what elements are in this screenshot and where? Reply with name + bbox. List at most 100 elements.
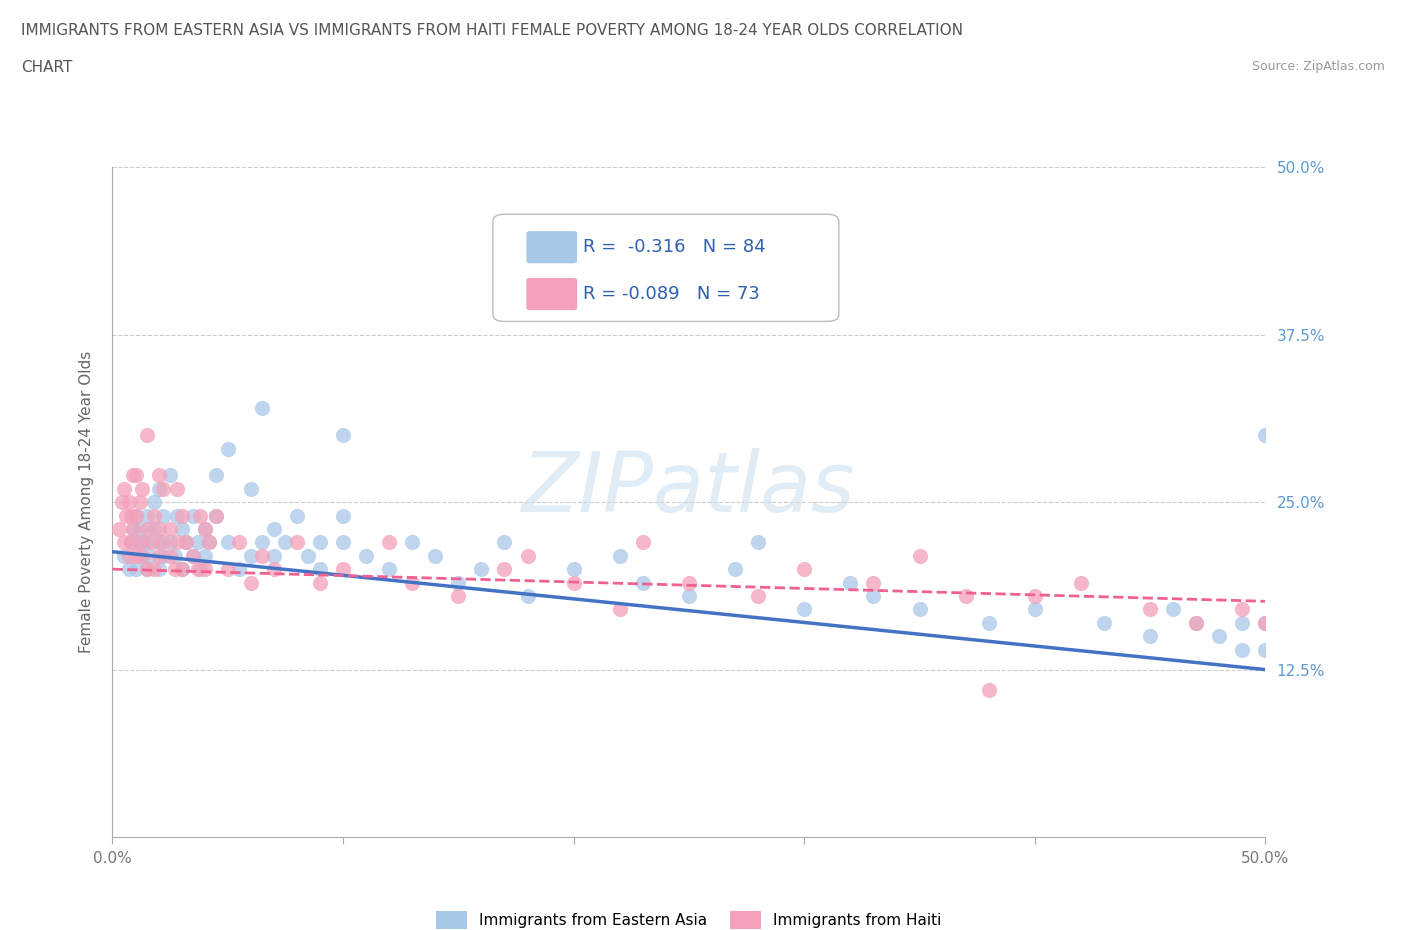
Text: IMMIGRANTS FROM EASTERN ASIA VS IMMIGRANTS FROM HAITI FEMALE POVERTY AMONG 18-24: IMMIGRANTS FROM EASTERN ASIA VS IMMIGRAN… (21, 23, 963, 38)
Point (447, 575, 470, 590)
Point (148, 522, 170, 537)
Point (181, 508, 204, 523)
Point (136, 522, 159, 537)
Point (148, 562, 170, 577)
Y-axis label: Female Poverty Among 18-24 Year Olds: Female Poverty Among 18-24 Year Olds (79, 352, 94, 654)
Point (148, 468, 170, 483)
Point (862, 589, 884, 604)
Point (631, 575, 654, 590)
Point (228, 535, 250, 550)
Point (194, 562, 217, 577)
Point (112, 482, 135, 497)
Point (112, 535, 135, 550)
Point (138, 549, 160, 564)
Point (170, 562, 193, 577)
Point (129, 549, 152, 564)
Point (839, 575, 862, 590)
Point (163, 549, 186, 564)
Point (609, 602, 631, 617)
Point (170, 508, 193, 523)
Point (354, 549, 377, 564)
Point (217, 562, 239, 577)
Text: ZIPatlas: ZIPatlas (522, 448, 856, 529)
Point (205, 508, 228, 523)
Point (263, 549, 285, 564)
Point (120, 535, 142, 550)
Point (152, 535, 174, 550)
Point (124, 562, 146, 577)
Point (1254, 616, 1277, 631)
Point (124, 535, 146, 550)
Point (120, 508, 142, 523)
Point (1254, 616, 1277, 631)
Point (955, 589, 977, 604)
Point (159, 468, 181, 483)
Point (131, 535, 153, 550)
Point (174, 535, 197, 550)
Point (124, 508, 146, 523)
Point (117, 549, 139, 564)
Point (131, 549, 153, 564)
Point (332, 428, 354, 443)
Point (141, 535, 163, 550)
Point (136, 562, 159, 577)
Point (170, 522, 193, 537)
Point (205, 508, 228, 523)
Point (1185, 616, 1208, 631)
Point (263, 522, 285, 537)
Point (401, 575, 423, 590)
Point (252, 549, 274, 564)
Point (332, 562, 354, 577)
Point (297, 549, 319, 564)
Point (166, 482, 188, 497)
Point (239, 575, 262, 590)
Point (425, 549, 447, 564)
Point (401, 535, 423, 550)
Point (143, 522, 166, 537)
Point (148, 482, 170, 497)
Point (977, 616, 1000, 631)
Point (862, 575, 884, 590)
Point (747, 589, 769, 604)
Point (793, 562, 815, 577)
Point (1092, 616, 1115, 631)
Point (120, 535, 142, 550)
Point (117, 562, 139, 577)
Point (470, 562, 492, 577)
Point (239, 482, 262, 497)
Point (187, 535, 209, 550)
Point (143, 562, 166, 577)
Point (143, 508, 166, 523)
Point (724, 562, 747, 577)
Point (198, 535, 221, 550)
Point (108, 522, 131, 537)
Point (163, 562, 186, 577)
Point (1024, 602, 1046, 617)
Point (332, 508, 354, 523)
Point (136, 535, 159, 550)
Legend: Immigrants from Eastern Asia, Immigrants from Haiti: Immigrants from Eastern Asia, Immigrants… (430, 905, 948, 930)
Point (239, 549, 262, 564)
Point (263, 562, 285, 577)
Point (198, 535, 221, 550)
Point (143, 495, 166, 510)
Point (131, 482, 153, 497)
Point (122, 522, 145, 537)
Text: R =  -0.316   N = 84: R = -0.316 N = 84 (583, 238, 765, 257)
Point (1139, 629, 1161, 644)
Point (309, 535, 332, 550)
Point (977, 683, 1000, 698)
Point (124, 508, 146, 523)
Text: Source: ZipAtlas.com: Source: ZipAtlas.com (1251, 60, 1385, 73)
Point (188, 562, 211, 577)
Point (562, 575, 585, 590)
Point (285, 508, 308, 523)
Point (129, 495, 152, 510)
Point (112, 549, 135, 564)
Point (1070, 575, 1092, 590)
Point (1232, 642, 1254, 657)
Point (516, 589, 538, 604)
Point (217, 535, 239, 550)
Point (194, 522, 217, 537)
Point (181, 549, 204, 564)
